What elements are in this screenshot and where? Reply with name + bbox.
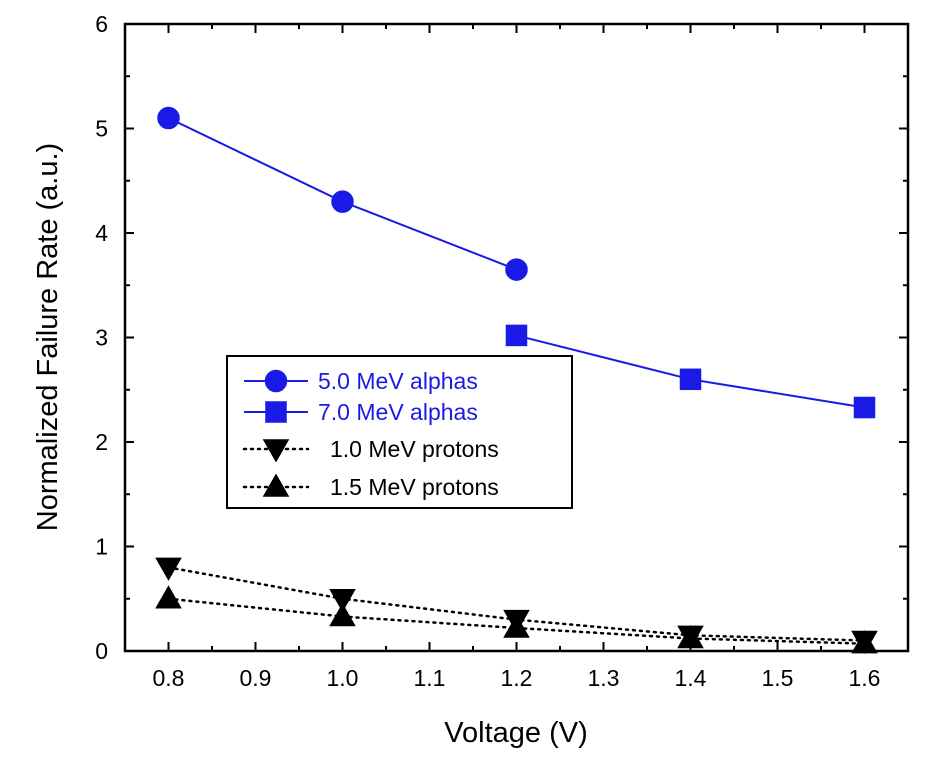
data-point bbox=[505, 258, 528, 281]
y-tick-label: 0 bbox=[95, 638, 108, 664]
y-tick-label: 1 bbox=[95, 534, 108, 560]
series-1 bbox=[157, 106, 528, 281]
y-tick-label: 4 bbox=[95, 220, 108, 246]
data-point bbox=[851, 630, 878, 654]
series-3 bbox=[155, 557, 878, 655]
data-point bbox=[157, 106, 180, 130]
series-4 bbox=[155, 585, 878, 654]
y-tick-label: 3 bbox=[95, 325, 108, 351]
data-point bbox=[155, 585, 182, 609]
x-tick-label: 1.1 bbox=[414, 665, 446, 691]
data-point bbox=[155, 557, 182, 581]
legend-label: 1.0 MeV protons bbox=[330, 436, 499, 462]
legend-marker bbox=[265, 401, 287, 423]
x-tick-label: 0.8 bbox=[153, 665, 185, 691]
legend-marker bbox=[262, 439, 290, 463]
series-2 bbox=[505, 324, 876, 419]
legend-items: 5.0 MeV alphas 7.0 MeV alphas 1.0 MeV prot… bbox=[242, 368, 499, 500]
data-point bbox=[505, 324, 528, 347]
data-point bbox=[329, 589, 356, 613]
y-axis-title: Normalized Failure Rate (a.u.) bbox=[32, 143, 64, 531]
data-point bbox=[503, 614, 530, 638]
x-tick-label: 1.2 bbox=[501, 665, 533, 691]
x-tick-label: 1.5 bbox=[762, 665, 794, 691]
data-point bbox=[679, 368, 702, 391]
tick-labels: 0.8 0.9 1.0 1.1 1.2 1.3 1.4 1.5 1.6 0 1 2 3 4 5 6 bbox=[95, 11, 880, 691]
data-point bbox=[329, 603, 356, 627]
x-axis-title: Voltage (V) bbox=[444, 717, 587, 749]
x-tick-label: 1.0 bbox=[327, 665, 359, 691]
y-tick-label: 5 bbox=[95, 116, 108, 142]
legend-label: 1.5 MeV protons bbox=[330, 474, 499, 500]
y-tick-label: 6 bbox=[95, 11, 108, 37]
legend-marker bbox=[262, 473, 290, 497]
x-tick-label: 1.3 bbox=[588, 665, 620, 691]
plot-frame bbox=[123, 22, 910, 653]
legend-marker bbox=[264, 369, 288, 393]
x-tick-label: 0.9 bbox=[240, 665, 272, 691]
data-point bbox=[677, 624, 704, 649]
x-tick-label: 1.6 bbox=[849, 665, 881, 691]
legend-label: 7.0 MeV alphas bbox=[318, 399, 478, 425]
data-point bbox=[331, 190, 354, 213]
legend: 5.0 MeV alphas 7.0 MeV alphas 1.0 MeV prot… bbox=[226, 355, 573, 509]
data-point bbox=[853, 396, 876, 419]
series-layer bbox=[155, 106, 878, 655]
y-tick-label: 2 bbox=[95, 429, 108, 455]
x-tick-label: 1.4 bbox=[675, 665, 707, 691]
legend-label: 5.0 MeV alphas bbox=[318, 368, 478, 394]
